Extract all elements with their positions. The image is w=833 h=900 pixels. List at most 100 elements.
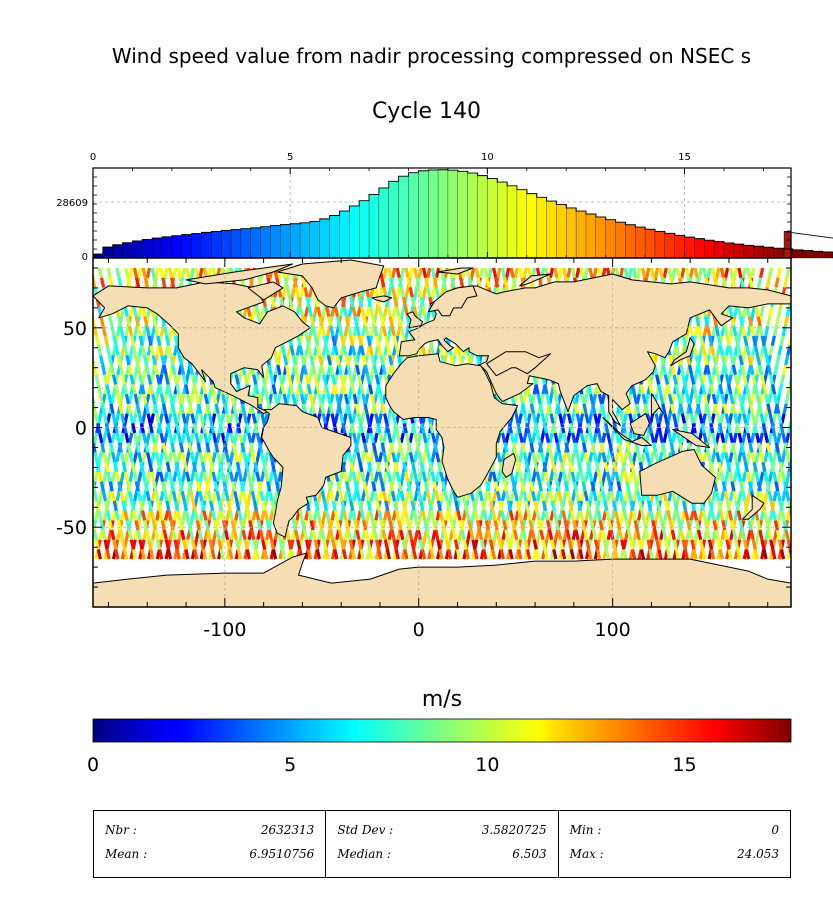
- land-madagascar: [501, 452, 517, 478]
- histogram-bar: [516, 189, 528, 259]
- histogram-bar: [359, 200, 370, 259]
- histogram-bar: [704, 240, 715, 259]
- land-novaya-zemlya: [519, 273, 552, 287]
- map-panel: -100 0 100 50 0 -50: [56, 257, 792, 641]
- stats-cell-count: Nbr : 2632313 Mean : 6.9510756: [94, 811, 325, 877]
- colorbar-tick-label: 10: [475, 754, 499, 776]
- stat-value: 3.5820725: [481, 823, 547, 837]
- histogram-bar: [635, 226, 646, 259]
- histogram-bar: [349, 205, 360, 259]
- histogram-bar: [161, 236, 173, 259]
- histogram-bar: [477, 175, 488, 259]
- histogram-bar: [339, 210, 350, 259]
- stats-cell-spread: Std Dev : 3.5820725 Median : 6.503: [325, 811, 557, 877]
- histogram-bar: [605, 219, 617, 259]
- chart-subtitle: Cycle 140: [371, 99, 482, 124]
- histogram-bar: [585, 213, 597, 259]
- land-iceland: [371, 295, 393, 303]
- histogram-bar: [487, 178, 498, 259]
- histogram-bar: [181, 234, 193, 259]
- stat-label: Nbr :: [105, 823, 137, 837]
- histogram-bar: [575, 210, 587, 259]
- histogram-bar: [684, 236, 695, 259]
- histogram-bar: [240, 228, 252, 259]
- land-indonesia: [602, 417, 652, 446]
- land-new-guinea: [672, 429, 711, 448]
- histogram-x-tick-label: 15: [678, 152, 691, 163]
- histogram-x-tick-label: 0: [90, 152, 96, 163]
- histogram-bar: [171, 235, 183, 259]
- histogram-bar: [299, 222, 311, 259]
- map-y-tick-label: 50: [63, 318, 87, 340]
- histogram-bar: [211, 231, 222, 259]
- land-mask: [93, 259, 791, 607]
- histogram-bar: [615, 222, 626, 259]
- stat-value: 24.053: [736, 847, 779, 861]
- histogram-x-tick-label: 10: [481, 152, 494, 163]
- histogram-bar: [467, 172, 479, 259]
- histogram-bar: [822, 251, 833, 259]
- histogram-bar: [132, 240, 143, 259]
- histogram-bar: [309, 221, 321, 259]
- stat-value: 0: [771, 823, 779, 837]
- histogram-bar: [437, 169, 449, 259]
- histogram-outline: [92, 169, 833, 258]
- colorbar-tick-label: 15: [672, 754, 696, 776]
- land-north-america: [93, 281, 311, 415]
- histogram-bar: [319, 218, 331, 259]
- land-baffin: [247, 281, 284, 301]
- map-x-tick-label: 100: [594, 619, 630, 641]
- histogram-panel: 0 5 10 15 0 28609: [56, 152, 833, 263]
- histogram-bar: [250, 227, 262, 259]
- map-x-tick-label: -100: [203, 619, 246, 641]
- histogram-bar: [546, 200, 557, 259]
- map-ticks: [93, 258, 791, 607]
- stat-value: 2632313: [260, 823, 315, 837]
- histogram-bar: [220, 230, 232, 259]
- histogram-bar: [664, 233, 676, 259]
- map-grid: [93, 258, 791, 607]
- histogram-bar: [595, 216, 607, 259]
- land-uk: [406, 311, 424, 329]
- histogram-bar: [812, 251, 824, 259]
- histogram-bar: [151, 237, 163, 259]
- map-y-tick-label: -50: [56, 517, 87, 539]
- land-arctic-islands: [185, 263, 294, 285]
- colorbar-label: m/s: [422, 687, 462, 712]
- colorbar-tick-label: 0: [87, 754, 99, 776]
- histogram-bar: [743, 245, 755, 259]
- land-africa: [385, 353, 519, 498]
- histogram-bar: [290, 223, 301, 259]
- histogram-bar: [428, 169, 439, 259]
- stat-label: Mean :: [105, 847, 148, 861]
- histogram-y-tick-label: 0: [82, 252, 88, 263]
- land-south-america: [261, 403, 352, 538]
- land-sumatra-phil: [650, 393, 664, 416]
- histogram-bar: [536, 197, 548, 259]
- land-scandinavia: [427, 285, 478, 317]
- statistics-table: Nbr : 2632313 Mean : 6.9510756 Std Dev : 3.…: [93, 810, 791, 878]
- land-japan: [670, 337, 695, 367]
- histogram-bar: [654, 231, 666, 259]
- stat-label: Min :: [569, 823, 602, 837]
- histogram-y-tick-label: 28609: [56, 198, 88, 209]
- histogram-bar: [447, 169, 459, 259]
- histogram-bar: [506, 185, 518, 259]
- histogram-bar: [201, 232, 212, 259]
- stat-value: 6.503: [512, 847, 547, 861]
- histogram-bar: [556, 204, 567, 259]
- stats-cell-range: Min : 0 Max : 24.053: [557, 811, 790, 877]
- land-arabia-iran-block: [486, 351, 552, 377]
- land-new-zealand: [742, 494, 765, 520]
- histogram-bar: [408, 172, 419, 259]
- histogram-bar: [230, 229, 242, 259]
- histogram-bar: [773, 248, 784, 259]
- histogram-bar: [783, 231, 792, 259]
- histogram-bar: [792, 249, 804, 259]
- colorbar-tick-label: 5: [284, 754, 296, 776]
- land-antarctica: [93, 552, 791, 607]
- land-eurasia: [398, 273, 791, 426]
- histogram-bar: [102, 246, 114, 259]
- land-australia: [639, 449, 716, 504]
